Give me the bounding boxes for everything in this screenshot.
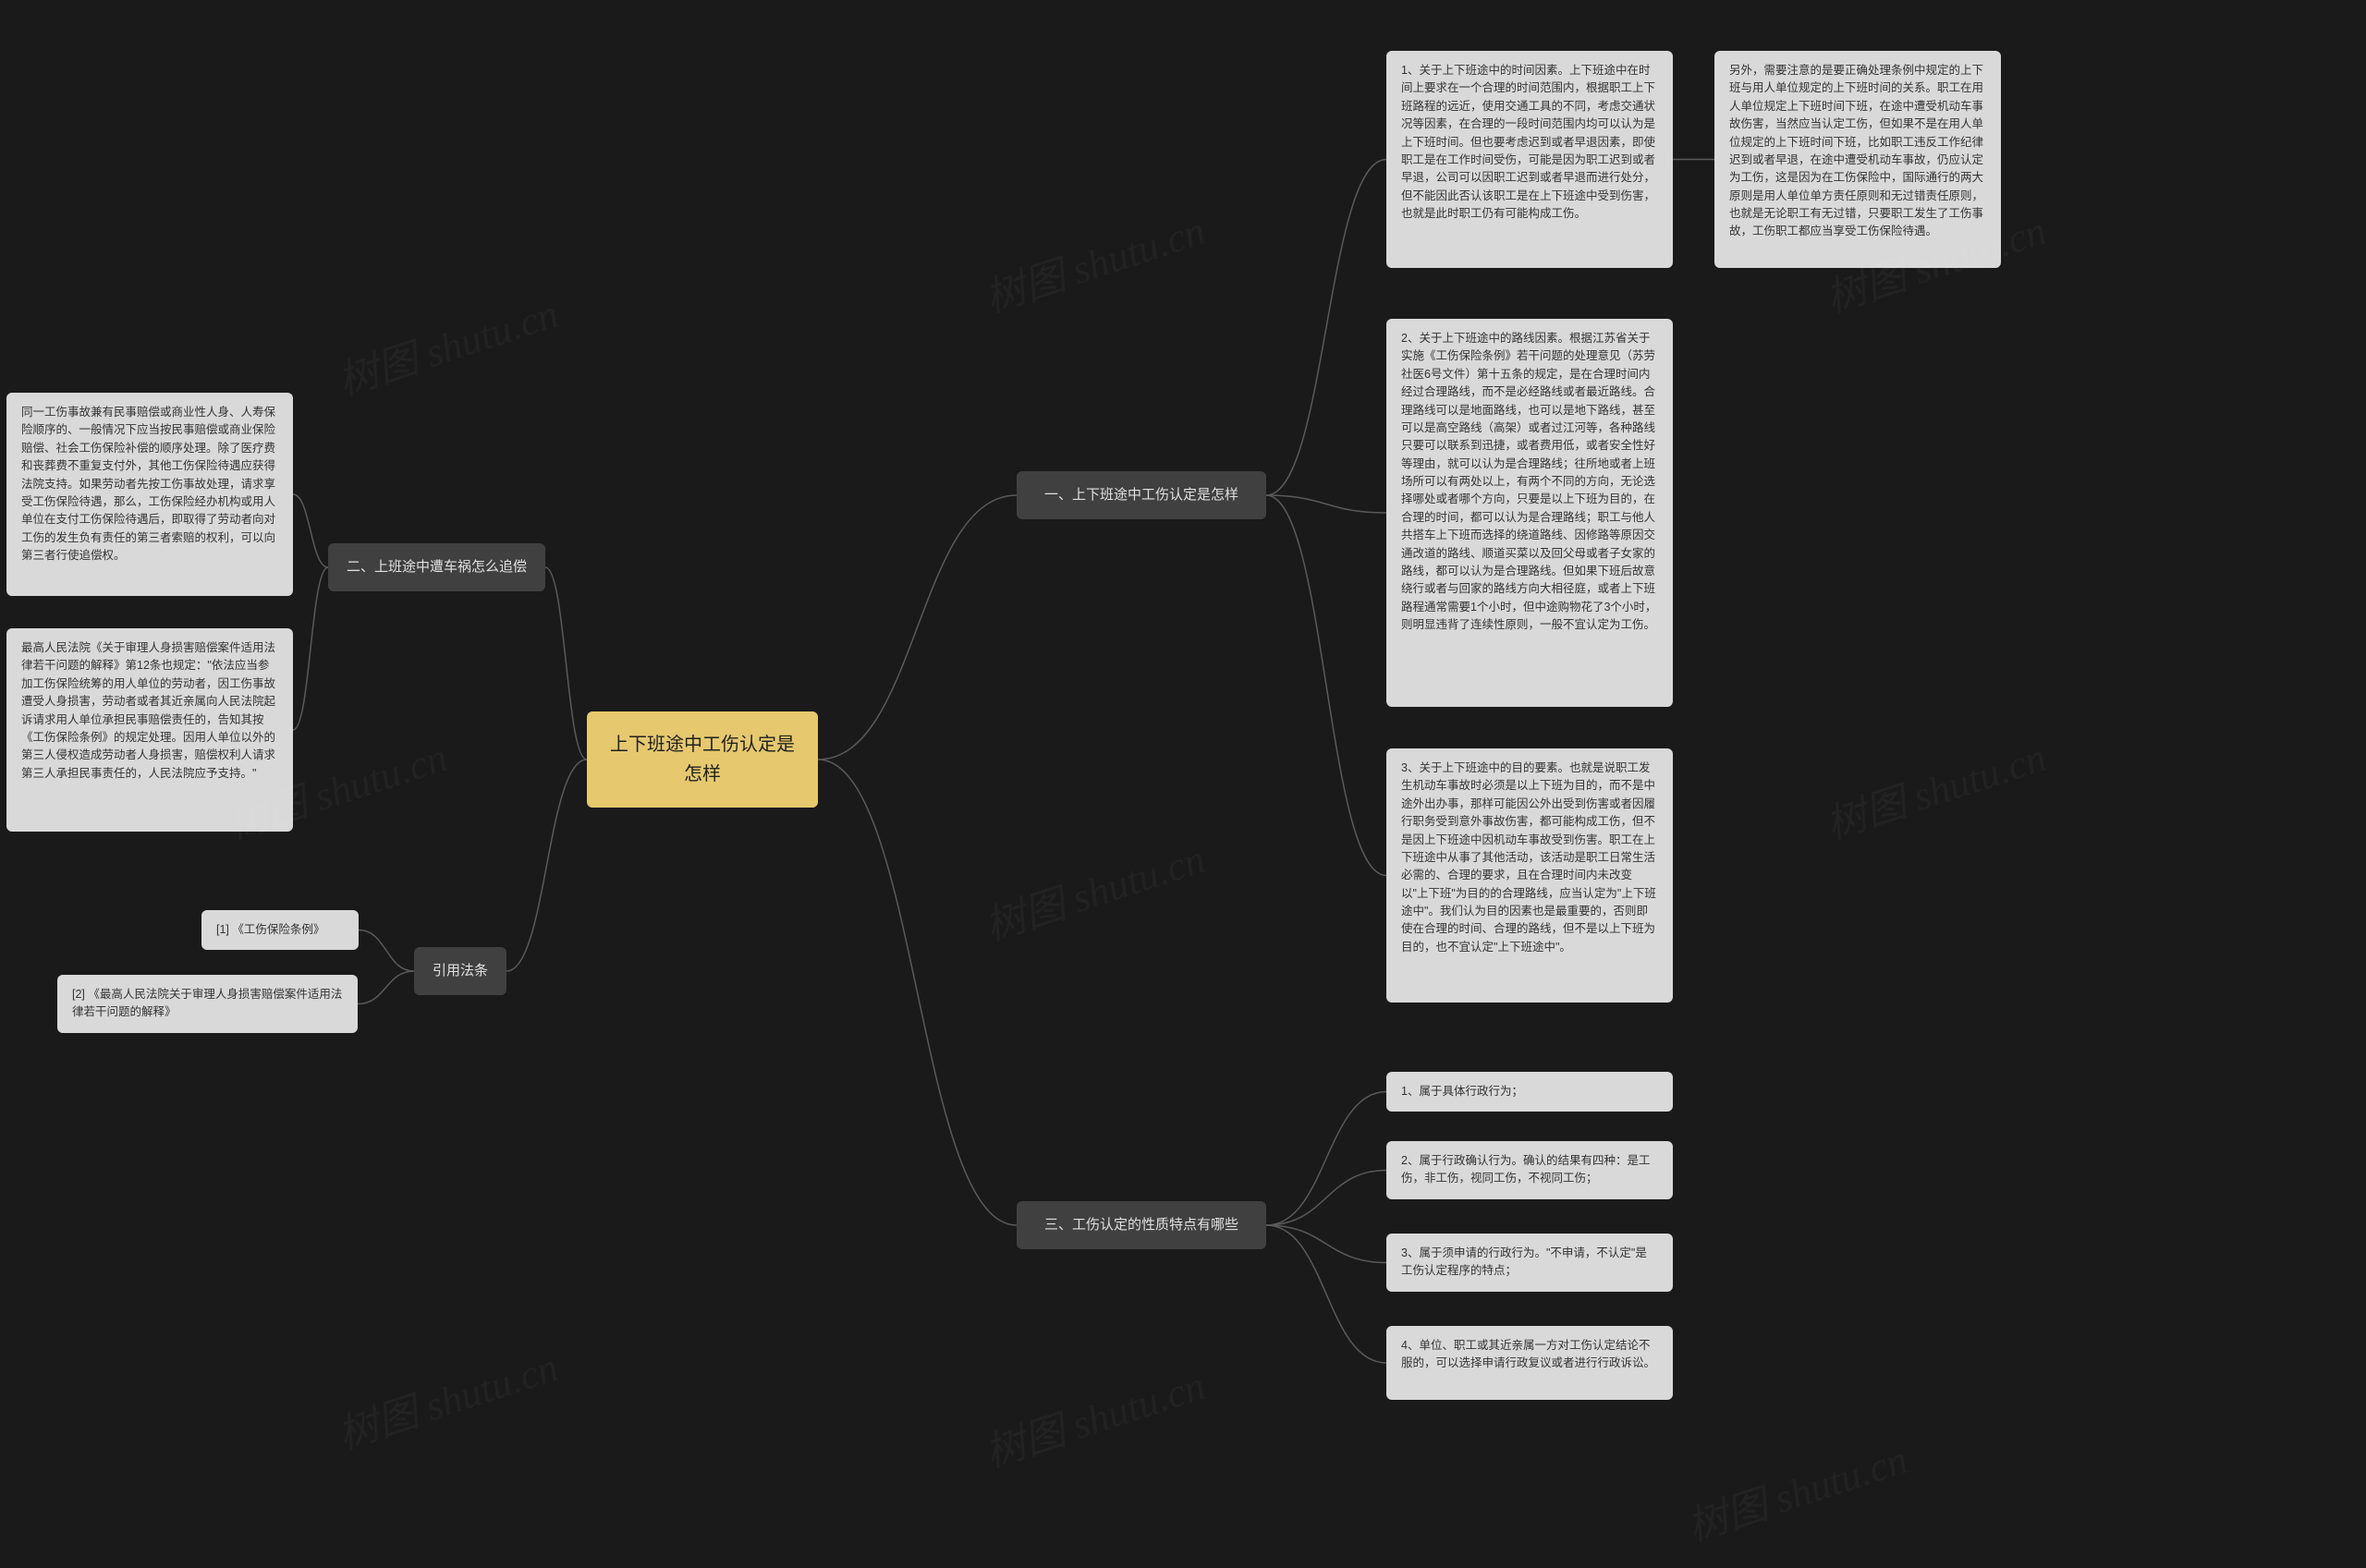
leaf-law-supreme-court[interactable]: [2] 《最高人民法院关于审理人身损害赔偿案件适用法律若干问题的解释》 (57, 975, 358, 1033)
watermark-text: 树图 shutu.cn (1678, 1426, 1914, 1552)
leaf-text: 3、关于上下班途中的目的要素。也就是说职工发生机动车事故时必须是以上下班为目的，… (1401, 761, 1656, 954)
watermark-text: 树图 shutu.cn (976, 825, 1212, 952)
leaf-time-factor-extra[interactable]: 另外，需要注意的是要正确处理条例中规定的上下班与用人单位规定的上下班时间的关系。… (1714, 51, 2001, 268)
leaf-text: [1] 《工伤保险条例》 (216, 923, 324, 936)
watermark-text: 树图 shutu.cn (329, 280, 565, 407)
leaf-route-factor[interactable]: 2、关于上下班途中的路线因素。根据江苏省关于实施《工伤保险条例》若干问题的处理意… (1386, 319, 1673, 707)
branch-cited-laws[interactable]: 引用法条 (414, 947, 506, 995)
branch-identification-characteristics[interactable]: 三、工伤认定的性质特点有哪些 (1017, 1201, 1266, 1249)
leaf-text: 3、属于须申请的行政行为。"不申请，不认定"是工伤认定程序的特点； (1401, 1246, 1647, 1277)
branch-car-accident-compensation[interactable]: 二、上班途中遭车祸怎么追偿 (328, 543, 545, 591)
leaf-supreme-court-interpretation[interactable]: 最高人民法院《关于审理人身损害赔偿案件适用法律若干问题的解释》第12条也规定："… (6, 628, 293, 832)
leaf-text: 同一工伤事故兼有民事赔偿或商业性人身、人寿保险顺序的、一般情况下应当按民事赔偿或… (21, 406, 275, 562)
watermark-text: 树图 shutu.cn (1817, 723, 2053, 850)
leaf-text: 1、关于上下班途中的时间因素。上下班途中在时间上要求在一个合理的时间范围内，根据… (1401, 64, 1655, 220)
leaf-compensation-order[interactable]: 同一工伤事故兼有民事赔偿或商业性人身、人寿保险顺序的、一般情况下应当按民事赔偿或… (6, 393, 293, 596)
leaf-text: 4、单位、职工或其近亲属一方对工伤认定结论不服的，可以选择申请行政复议或者进行行… (1401, 1339, 1655, 1369)
leaf-purpose-factor[interactable]: 3、关于上下班途中的目的要素。也就是说职工发生机动车事故时必须是以上下班为目的，… (1386, 748, 1673, 1003)
leaf-text: [2] 《最高人民法院关于审理人身损害赔偿案件适用法律若干问题的解释》 (72, 988, 342, 1018)
branch-label: 二、上班途中遭车祸怎么追偿 (347, 559, 527, 575)
branch-label: 三、工伤认定的性质特点有哪些 (1044, 1217, 1238, 1233)
branch-label: 一、上下班途中工伤认定是怎样 (1044, 487, 1238, 503)
root-node[interactable]: 上下班途中工伤认定是怎样 (587, 711, 818, 808)
leaf-text: 2、关于上下班途中的路线因素。根据江苏省关于实施《工伤保险条例》若干问题的处理意… (1401, 332, 1656, 631)
watermark-text: 树图 shutu.cn (329, 1333, 565, 1460)
leaf-law-insurance-regulation[interactable]: [1] 《工伤保险条例》 (201, 910, 359, 950)
leaf-application-required[interactable]: 3、属于须申请的行政行为。"不申请，不认定"是工伤认定程序的特点； (1386, 1234, 1673, 1292)
branch-commute-identification[interactable]: 一、上下班途中工伤认定是怎样 (1017, 471, 1266, 519)
watermark-text: 树图 shutu.cn (976, 197, 1212, 323)
leaf-administrative-act[interactable]: 1、属于具体行政行为； (1386, 1072, 1673, 1112)
leaf-text: 最高人民法院《关于审理人身损害赔偿案件适用法律若干问题的解释》第12条也规定："… (21, 641, 275, 780)
mindmap-connectors (0, 0, 2366, 1568)
leaf-text: 1、属于具体行政行为； (1401, 1085, 1523, 1098)
leaf-text: 2、属于行政确认行为。确认的结果有四种：是工伤，非工伤，视同工伤，不视同工伤； (1401, 1154, 1650, 1185)
leaf-confirmation-act[interactable]: 2、属于行政确认行为。确认的结果有四种：是工伤，非工伤，视同工伤，不视同工伤； (1386, 1141, 1673, 1199)
watermark-text: 树图 shutu.cn (976, 1352, 1212, 1478)
leaf-text: 另外，需要注意的是要正确处理条例中规定的上下班与用人单位规定的上下班时间的关系。… (1729, 64, 1983, 237)
root-label: 上下班途中工伤认定是怎样 (610, 735, 795, 784)
branch-label: 引用法条 (433, 963, 488, 978)
leaf-time-factor[interactable]: 1、关于上下班途中的时间因素。上下班途中在时间上要求在一个合理的时间范围内，根据… (1386, 51, 1673, 268)
leaf-appeal-options[interactable]: 4、单位、职工或其近亲属一方对工伤认定结论不服的，可以选择申请行政复议或者进行行… (1386, 1326, 1673, 1400)
